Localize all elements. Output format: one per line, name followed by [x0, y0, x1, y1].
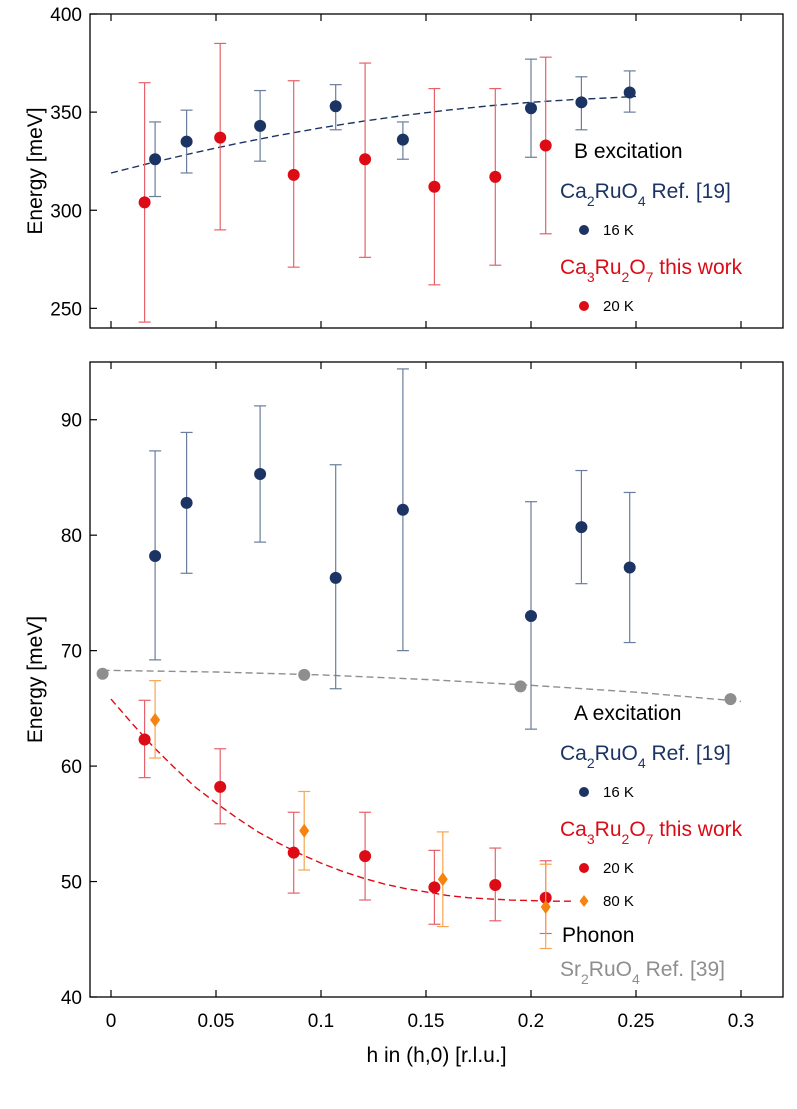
plot-frame	[89, 361, 784, 998]
data-point	[329, 100, 342, 113]
data-point	[428, 180, 441, 193]
fit-line	[110, 95, 637, 174]
y-tick-label: 40	[61, 988, 82, 1009]
x-tick-label: 0.3	[728, 1011, 754, 1032]
data-point	[525, 610, 537, 622]
data-point	[180, 496, 193, 509]
x-tick-label: 0.15	[408, 1011, 445, 1032]
panel-a-excitation: 40 50 60 70 80 90 0 0.05 0.1 0.15 0.2 0.25 0.3 Energy…	[24, 361, 784, 1067]
panel-b-excitation: 250 300 350 400 Energy [meV] B excitation Ca2R…	[24, 5, 784, 329]
data-point	[254, 467, 267, 480]
legend-marker	[579, 787, 589, 797]
y-tick-label: 250	[50, 299, 82, 320]
plot-frame	[89, 13, 784, 329]
x-tick-label: 0	[106, 1011, 117, 1032]
legend-temperature: 20 K	[603, 298, 634, 315]
data-point	[359, 850, 372, 863]
data-point	[180, 135, 193, 148]
x-tick-label: 0.2	[518, 1011, 544, 1032]
legend-temperature: 20 K	[603, 860, 634, 877]
data-point	[138, 196, 151, 209]
y-axis-title: Energy [meV]	[24, 107, 47, 234]
data-point	[287, 846, 300, 859]
data-point	[724, 693, 737, 706]
legend: B excitation Ca2RuO4 Ref. [19] 16 K Ca3Ru2O…	[560, 140, 743, 315]
data-point	[214, 780, 227, 793]
legend-temperature: 16 K	[603, 222, 634, 239]
data-point	[514, 680, 527, 693]
fit-line	[102, 669, 742, 703]
data-point	[214, 131, 227, 144]
data-point	[428, 881, 441, 894]
x-tick-label: 0.05	[198, 1011, 235, 1032]
data-point	[396, 133, 409, 146]
legend-series-label: Ca3Ru2O7 this work	[560, 256, 743, 285]
fit-line	[110, 698, 573, 902]
data-point	[396, 503, 409, 516]
y-tick-label: 80	[61, 526, 82, 547]
x-axis-title: h in (h,0) [r.l.u.]	[366, 1044, 506, 1067]
data-point	[150, 712, 161, 727]
legend: A excitation Ca2RuO4 Ref. [19] 16 K Ca3Ru2O…	[560, 702, 743, 987]
data-point	[525, 102, 537, 115]
legend-marker	[579, 225, 589, 235]
y-tick-label: 350	[50, 103, 82, 124]
x-tick-label: 0.1	[308, 1011, 334, 1032]
x-tick-label: 0.25	[618, 1011, 655, 1032]
data-point	[254, 119, 267, 132]
y-tick-label: 90	[61, 411, 82, 432]
data-point	[539, 139, 552, 152]
y-axis-title: Energy [meV]	[24, 616, 47, 743]
data-point	[575, 96, 588, 109]
data-point	[299, 823, 310, 838]
data-point	[437, 872, 448, 887]
data-point	[623, 561, 636, 574]
data-point	[540, 899, 551, 914]
legend-series-label: Ca2RuO4 Ref. [19]	[560, 742, 731, 771]
y-tick-label: 300	[50, 201, 82, 222]
y-tick-label: 400	[50, 5, 82, 26]
legend-marker	[579, 895, 589, 907]
data-point	[138, 733, 151, 746]
y-tick-label: 50	[61, 873, 82, 894]
data-point	[623, 86, 636, 99]
data-point	[149, 153, 162, 166]
legend-phonon-label: Sr2RuO4 Ref. [39]	[560, 958, 725, 987]
data-point	[96, 667, 109, 680]
legend-title: B excitation	[574, 140, 683, 163]
data-point	[489, 170, 502, 183]
y-tick-label: 70	[61, 642, 82, 663]
legend-marker	[579, 863, 589, 873]
legend-phonon-title: Phonon	[562, 924, 634, 947]
data-point	[329, 571, 342, 584]
legend-title: A excitation	[574, 702, 681, 725]
data-point	[298, 668, 311, 681]
data-point	[575, 521, 588, 534]
legend-temperature: 80 K	[603, 893, 634, 910]
legend-series-label: Ca2RuO4 Ref. [19]	[560, 180, 731, 209]
data-point	[149, 549, 162, 562]
y-tick-label: 60	[61, 757, 82, 778]
data-point	[359, 153, 372, 166]
data-point	[287, 168, 300, 181]
data-point	[489, 879, 502, 892]
legend-temperature: 16 K	[603, 784, 634, 801]
legend-marker	[579, 301, 589, 311]
legend-series-label: Ca3Ru2O7 this work	[560, 818, 743, 847]
